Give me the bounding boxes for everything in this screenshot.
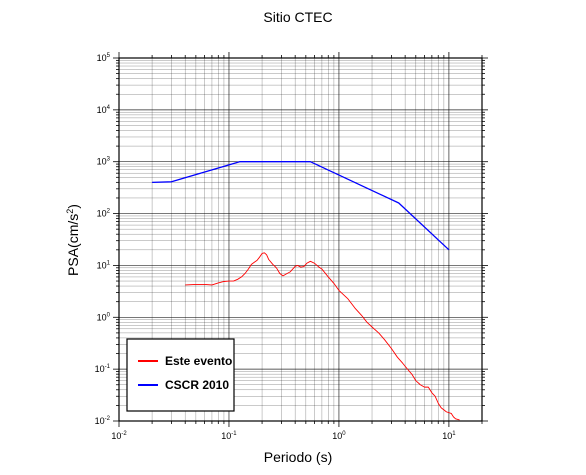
y-axis-label: PSA(cm/s2) — [65, 204, 81, 276]
y-tick-label: 10-1 — [95, 364, 111, 374]
series-line-cscr-2010 — [152, 161, 450, 251]
y-tick-label-exp: 5 — [107, 53, 111, 59]
legend: Este evento CSCR 2010 — [126, 338, 235, 412]
y-tick-label-exp: -1 — [105, 364, 111, 370]
x-tick-label-base: 10 — [442, 431, 452, 441]
y-tick-label-exp: 1 — [107, 260, 111, 266]
y-axis-label-close: ) — [65, 204, 81, 209]
x-tick-labels: 10-2 10-1 100 101 — [111, 431, 456, 441]
x-tick-label-exp: -1 — [231, 431, 237, 437]
y-tick-label: 104 — [97, 105, 111, 115]
x-tick-label: 101 — [442, 431, 456, 441]
y-tick-label-exp: 4 — [107, 105, 111, 111]
y-tick-label: 101 — [97, 260, 111, 270]
x-tick-label-exp: -2 — [121, 431, 127, 437]
y-tick-label-base: 10 — [97, 157, 107, 167]
y-tick-label: 102 — [97, 209, 111, 219]
x-tick-label-base: 10 — [111, 431, 121, 441]
plot-frame — [118, 57, 483, 422]
y-axis-label-exp: 2 — [65, 209, 75, 214]
y-tick-label-base: 10 — [97, 209, 107, 219]
y-tick-label-base: 10 — [97, 105, 107, 115]
y-tick-label: 105 — [97, 53, 111, 63]
grid-minor — [119, 58, 483, 421]
x-tick-label-base: 10 — [221, 431, 231, 441]
y-tick-label: 10-2 — [95, 416, 111, 426]
y-tick-label-base: 10 — [97, 260, 107, 270]
legend-box — [126, 338, 235, 412]
x-tick-label: 10-1 — [221, 431, 237, 441]
y-axis-label-base: PSA(cm/s — [65, 214, 81, 276]
chart-title: Sitio CTEC — [263, 9, 332, 25]
legend-label-este-evento: Este evento — [165, 354, 232, 368]
y-tick-label-base: 10 — [97, 312, 107, 322]
x-tick-label-exp: 1 — [452, 431, 456, 437]
series-line-este-evento — [185, 252, 460, 421]
y-tick-label-base: 10 — [95, 364, 105, 374]
y-tick-label-exp: 2 — [107, 209, 111, 215]
ticks-layer — [113, 52, 488, 427]
y-tick-label: 103 — [97, 157, 111, 167]
legend-label-cscr-2010: CSCR 2010 — [165, 378, 229, 392]
y-tick-label: 100 — [97, 312, 111, 322]
series-layer — [152, 161, 460, 421]
x-tick-label-base: 10 — [332, 431, 342, 441]
y-tick-label-base: 10 — [97, 53, 107, 63]
y-tick-label-base: 10 — [95, 416, 105, 426]
x-axis-label: Periodo (s) — [264, 449, 332, 465]
y-tick-label-exp: 0 — [107, 312, 111, 318]
y-tick-label-exp: 3 — [107, 157, 111, 163]
x-tick-label: 10-2 — [111, 431, 127, 441]
x-tick-label: 100 — [332, 431, 346, 441]
x-tick-label-exp: 0 — [342, 431, 346, 437]
y-tick-label-exp: -2 — [105, 416, 111, 422]
